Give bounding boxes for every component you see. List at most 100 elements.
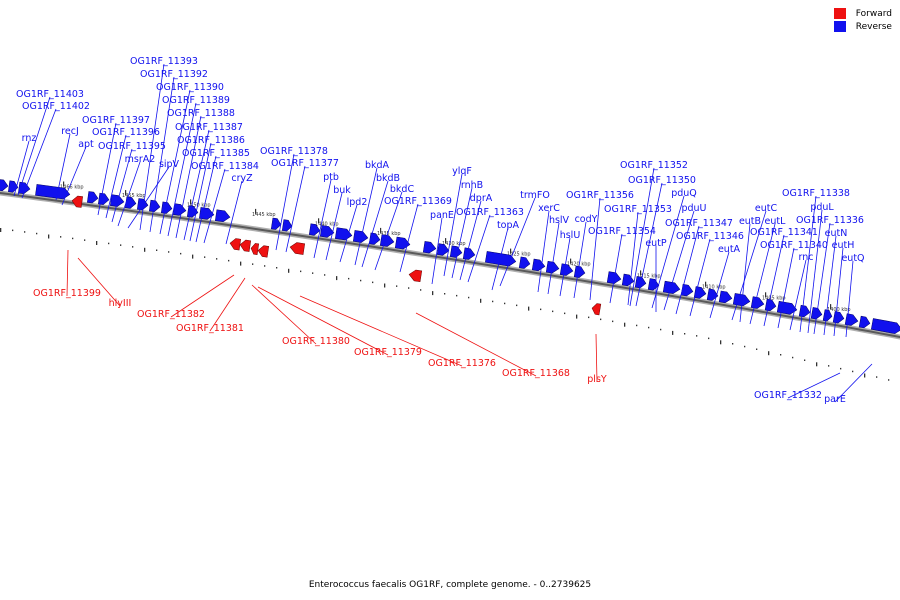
reverse-gene-7 (124, 196, 137, 209)
ruler-dot (228, 259, 230, 262)
ruler-dot (420, 289, 422, 291)
ruler-dot (528, 306, 530, 311)
ruler-dot (360, 279, 362, 282)
gene-label: OG1RF_11352 (620, 160, 688, 171)
reverse-leader-line (787, 372, 841, 399)
ruler-dot (72, 237, 74, 240)
legend-label-reverse: Reverse (855, 21, 892, 32)
reverse-label-group-51: eutC (731, 203, 777, 321)
ruler-dot (852, 370, 854, 373)
reverse-leader-line (675, 225, 700, 315)
reverse-leader-line (117, 161, 141, 227)
reverse-leader-line (354, 167, 378, 266)
forward-features (71, 195, 602, 316)
reverse-label-group-20: OG1RF_11378 (260, 146, 328, 251)
forward-leader-line (77, 257, 121, 307)
kbp-tick-label: 1425 kbp (507, 252, 531, 258)
legend-label-forward: Forward (855, 8, 892, 19)
kbp-tick-label: 1420 kbp (567, 262, 591, 268)
reverse-gene-52 (858, 315, 871, 329)
reverse-gene-11 (172, 203, 187, 216)
reverse-leader-line (61, 146, 87, 206)
forward-leader-line (595, 333, 598, 383)
gene-label: OG1RF_11384 (191, 161, 259, 172)
gene-label: ylqF (452, 166, 472, 177)
reverse-label-group-19: cryZ (225, 173, 253, 245)
reverse-label-group-24: lpd2 (339, 197, 367, 263)
reverse-label-group-17: OG1RF_11385 (182, 148, 250, 243)
gene-label: OG1RF_11353 (604, 204, 672, 215)
gene-label: cryZ (231, 173, 253, 184)
reverse-leader-line (777, 247, 795, 329)
forward-leader-line (170, 274, 235, 318)
ruler-dot (612, 320, 614, 323)
reverse-label-group-52: eutB (739, 216, 761, 323)
kbp-tick-label: 1466 kbp (60, 185, 84, 191)
reverse-leader-line (55, 133, 71, 201)
kbp-tick-mark (255, 208, 257, 214)
gene-label: OG1RF_11368 (502, 368, 570, 379)
reverse-gene-19 (334, 227, 353, 241)
reverse-label-group-27: bkdC (374, 184, 414, 271)
gene-label: dprA (470, 193, 493, 204)
legend-item-forward: Forward (833, 8, 892, 19)
gene-label: OG1RF_11395 (98, 141, 166, 152)
reverse-leader-line (799, 195, 817, 333)
reverse-label-group-7: OG1RF_11395 (98, 141, 166, 223)
gene-label: OG1RF_11347 (665, 218, 733, 229)
gene-label: recJ (61, 126, 79, 137)
gene-label: eutQ (841, 253, 864, 264)
reverse-label-group-15: OG1RF_11387 (175, 122, 243, 241)
kbp-tick-label: 1400 kbp (827, 307, 851, 313)
reverse-leader-line (807, 209, 823, 334)
reverse-gene-13 (198, 207, 215, 220)
gene-label: OG1RF_11381 (176, 323, 244, 334)
reverse-label-group-32: panE (430, 210, 454, 285)
reverse-leader-line (609, 233, 623, 304)
reverse-label-group-11: OG1RF_11392 (140, 69, 208, 233)
gene-label: OG1RF_11363 (456, 207, 524, 218)
genome-backbone (0, 191, 900, 339)
gene-label: eutH (832, 240, 855, 251)
gene-label: rnc (799, 252, 814, 263)
forward-gene-3 (250, 243, 260, 256)
gene-label: OG1RF_11386 (177, 135, 245, 146)
reverse-label-group-25: bkdA (354, 160, 390, 266)
reverse-gene-14 (214, 209, 231, 223)
reverse-gene-1 (8, 180, 19, 193)
gene-label: OG1RF_11387 (175, 122, 243, 133)
legend: Forward Reverse (833, 8, 892, 34)
ruler-dot (144, 247, 146, 252)
gene-label: hslV (549, 215, 570, 226)
ruler-dot (648, 326, 650, 329)
forward-label-group-0: OG1RF_11399 (33, 249, 101, 299)
reverse-leader-line (167, 102, 197, 237)
reverse-leader-line (689, 238, 711, 317)
reverse-gene-50 (832, 311, 845, 324)
gene-label: OG1RF_11350 (628, 175, 696, 186)
reverse-leader-line (845, 260, 854, 338)
reverse-gene-15 (270, 217, 282, 230)
ruler-dot (588, 316, 590, 319)
reverse-label-group-9: sipV (127, 159, 180, 229)
reverse-leader-line (361, 180, 389, 268)
reverse-leader-line (763, 234, 785, 327)
reverse-leader-line (325, 192, 343, 261)
gene-label: OG1RF_11388 (167, 108, 235, 119)
ruler-dot (804, 359, 806, 361)
reverse-leader-line (789, 259, 807, 331)
ruler-dot (312, 272, 314, 274)
reverse-gene-0 (0, 179, 9, 192)
gene-label: OG1RF_11385 (182, 148, 250, 159)
reverse-gene-17 (308, 223, 321, 236)
ruler-dot (468, 296, 470, 299)
gene-label: OG1RF_11402 (22, 101, 90, 112)
gene-label: OG1RF_11393 (130, 56, 198, 67)
reverse-label-group-54: OG1RF_11341 (750, 227, 818, 327)
kbp-tick-mark (570, 258, 572, 264)
reverse-label-group-23: buk (325, 185, 351, 261)
ruler-dot (888, 379, 890, 381)
ruler-dot (792, 356, 794, 359)
ruler-dot (12, 229, 14, 232)
gene-label: OG1RF_11379 (354, 347, 422, 358)
